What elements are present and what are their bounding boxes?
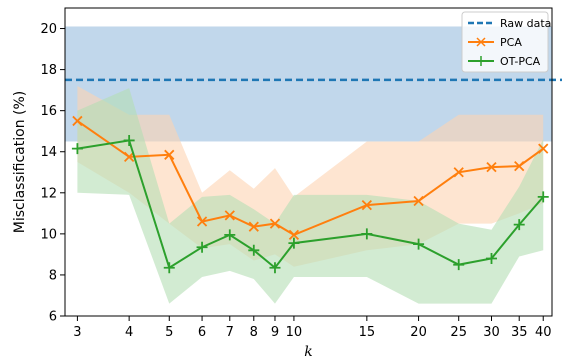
- point-pca: [72, 115, 83, 127]
- y-tick-label: 16: [40, 104, 57, 119]
- point-ot-pca: [224, 229, 236, 241]
- point-pca: [514, 160, 525, 172]
- x-tick-label: 10: [286, 325, 303, 340]
- line-ot-pca: [77, 139, 544, 270]
- band-ot-pca: [77, 88, 544, 304]
- x-tick-label: 7: [226, 325, 234, 340]
- x-tick-label: 4: [125, 325, 133, 340]
- point-ot-pca: [196, 241, 208, 253]
- y-tick-label: 12: [40, 186, 57, 201]
- point-pca: [453, 167, 464, 178]
- point-ot-pca: [485, 253, 497, 265]
- point-pca: [248, 221, 259, 232]
- x-tick-label: 6: [198, 325, 206, 340]
- legend-box: [461, 11, 549, 73]
- point-ot-pca: [123, 134, 135, 146]
- y-tick-label: 10: [40, 227, 57, 242]
- x-tick-label: 15: [359, 325, 376, 340]
- x-axis: 3 4 5 6 7 8 9 10 15 20 25 30 35 40: [73, 316, 551, 340]
- y-axis-label: Misclassification (%): [12, 91, 28, 234]
- point-pca: [164, 149, 175, 160]
- legend-raw-data-label: Raw data: [500, 17, 551, 30]
- legend: Raw data PCA OT-PCA: [461, 11, 551, 73]
- legend-pca-marker: [476, 37, 486, 47]
- point-pca: [124, 151, 135, 163]
- point-ot-pca: [71, 143, 83, 155]
- x-tick-label: 40: [535, 325, 552, 340]
- point-pca: [538, 143, 549, 154]
- point-pca: [413, 195, 424, 207]
- point-ot-pca: [413, 238, 425, 250]
- x-tick-label: 9: [271, 325, 279, 340]
- point-ot-pca: [361, 228, 373, 240]
- y-tick-label: 6: [49, 310, 57, 325]
- point-ot-pca: [513, 219, 525, 231]
- x-tick-label: 30: [483, 325, 500, 340]
- y-axis: 6 8 10 12 14 16 18 20: [40, 22, 65, 325]
- series-lines: [65, 78, 562, 274]
- point-pca: [288, 229, 300, 241]
- point-pca: [361, 199, 372, 211]
- point-ot-pca: [163, 262, 175, 274]
- x-tick-label: 35: [511, 325, 528, 340]
- y-tick-label: 18: [40, 63, 57, 78]
- point-pca: [224, 210, 235, 221]
- line-pca: [76, 120, 544, 237]
- point-ot-pca: [453, 259, 465, 271]
- point-pca: [196, 216, 208, 227]
- legend-ot-pca-marker: [476, 56, 486, 66]
- legend-pca-label: PCA: [500, 36, 522, 49]
- x-tick-label: 8: [250, 325, 258, 340]
- point-ot-pca: [269, 262, 281, 274]
- y-tick-label: 20: [40, 22, 57, 37]
- x-tick-label: 3: [73, 325, 81, 340]
- y-tick-label: 8: [49, 268, 57, 283]
- x-tick-label: 5: [165, 325, 173, 340]
- x-tick-label: 20: [410, 325, 427, 340]
- point-ot-pca: [288, 237, 300, 249]
- y-tick-label: 14: [40, 145, 57, 160]
- x-axis-label: k: [304, 344, 312, 360]
- point-pca: [486, 161, 497, 173]
- legend-ot-pca-label: OT-PCA: [500, 55, 541, 68]
- point-ot-pca: [248, 244, 260, 256]
- plot-frame: [64, 7, 553, 317]
- point-pca: [269, 218, 281, 229]
- x-tick-label: 25: [450, 325, 467, 340]
- point-ot-pca: [537, 191, 549, 203]
